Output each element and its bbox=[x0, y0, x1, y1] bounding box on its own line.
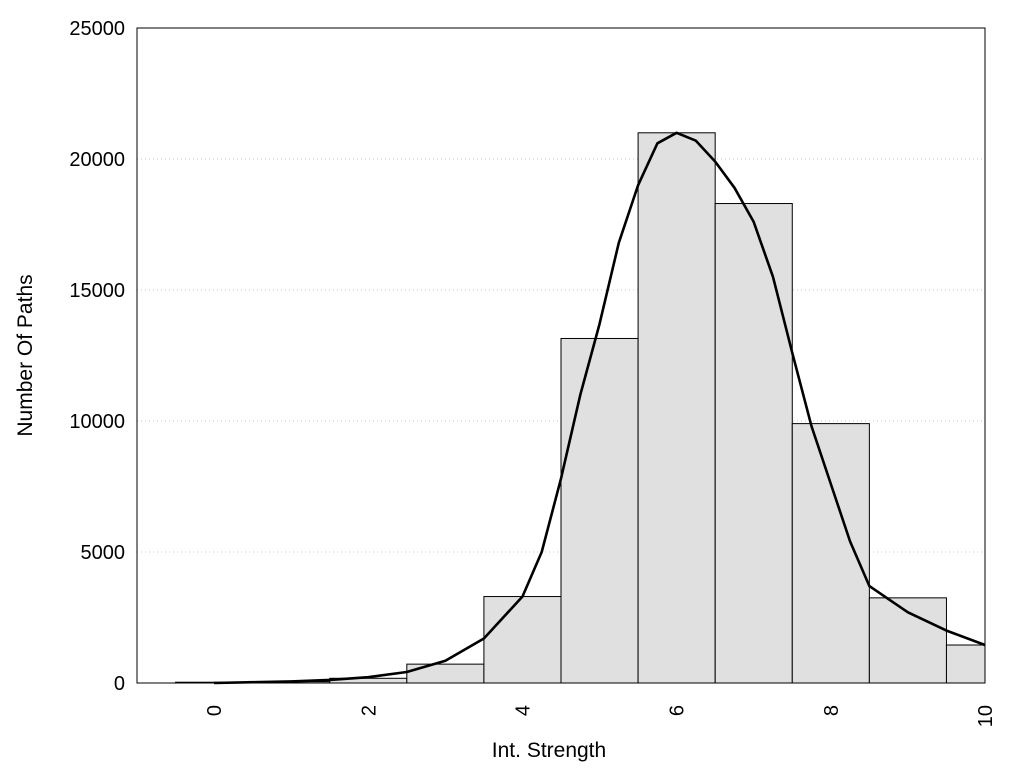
y-tick-label: 5000 bbox=[81, 542, 126, 564]
histogram-bars bbox=[175, 132, 986, 684]
histogram-bar bbox=[406, 663, 485, 684]
x-axis-label: Int. Strength bbox=[492, 739, 606, 762]
density-curve bbox=[214, 131, 986, 685]
histogram-bar bbox=[483, 596, 562, 684]
histogram-bar bbox=[868, 597, 947, 684]
histogram-bar bbox=[560, 337, 639, 684]
y-tick-label: 10000 bbox=[69, 411, 125, 433]
x-tick-label: 10 bbox=[975, 705, 997, 727]
x-tick-label: 0 bbox=[204, 705, 226, 716]
axis-ticks: 0 5000 10000 15000 20000 25000 0 2 4 6 8 10 bbox=[69, 18, 997, 727]
y-tick-label: 25000 bbox=[69, 18, 125, 40]
y-tick-label: 15000 bbox=[69, 280, 125, 302]
x-tick-label: 4 bbox=[512, 705, 534, 716]
x-tick-label: 8 bbox=[821, 705, 843, 716]
histogram-bar bbox=[791, 423, 870, 684]
x-tick-label: 6 bbox=[667, 705, 689, 716]
histogram-bar bbox=[637, 132, 716, 684]
x-tick-label: 2 bbox=[358, 705, 380, 716]
histogram-bar bbox=[714, 203, 793, 684]
density-curve-layer bbox=[214, 131, 986, 685]
plot-frame bbox=[136, 27, 986, 684]
y-tick-label: 0 bbox=[114, 673, 125, 695]
y-tick-label: 20000 bbox=[69, 149, 125, 171]
y-axis-label: Number Of Paths bbox=[14, 274, 37, 436]
histogram-bar bbox=[945, 644, 986, 684]
